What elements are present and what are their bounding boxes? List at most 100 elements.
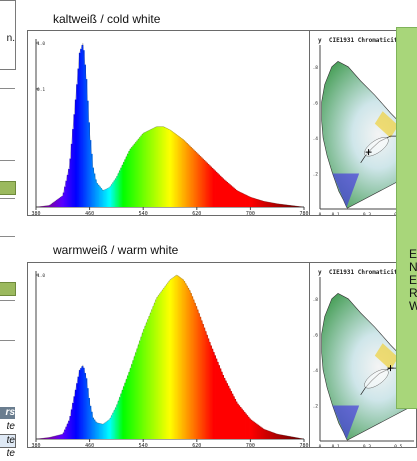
left-blue-row [0,434,16,448]
spectrum-band [69,416,72,439]
spectrum-band [68,420,70,439]
spectrum-band [190,146,192,207]
spectrum-band [294,437,297,439]
spectrum-band [164,127,167,207]
spectrum-band [128,150,131,207]
spectrum-band [147,130,149,207]
spectrum-band [216,361,219,439]
spectrum-band [298,206,301,207]
left-cropped-column: n. rs te te te [0,0,16,461]
spectrum-band [278,434,281,439]
x-tick-label: 700 [246,211,255,216]
spectrum-band [40,438,42,439]
spectrum-band [289,436,291,439]
spectrum-band [273,203,275,207]
spectrum-band [65,180,68,207]
spectrum-band [76,383,78,439]
spectrum-band [77,68,80,207]
spectrum-band [48,205,50,207]
spectrum-band [62,192,65,207]
spectrum-band [107,188,109,207]
spectrum-band [53,436,56,439]
spectrum-band [167,128,170,207]
spectrum-band [100,188,103,207]
spectrum-band [198,313,200,439]
spectrum-band [287,205,290,207]
spectrum-band [94,179,97,207]
y-tick-label: 1.0 [37,273,45,279]
spectrum-band [40,206,42,207]
spectrum-band [253,421,255,439]
spectrum-band [132,360,135,439]
spectrum-band [72,402,74,439]
spectrum-band [199,316,202,439]
yellow-region [374,111,399,138]
spectrum-band [297,206,300,207]
spectrum-band [250,419,253,439]
spectrum-band [46,437,49,439]
spectrum-band [212,169,215,207]
spectrum-band [214,355,216,439]
spectrum-band [263,201,266,207]
spectrum-band [84,373,86,439]
spectrum-band [77,376,80,439]
spectrum-band [294,205,297,207]
spectrum-band [81,366,84,439]
spectrum-band [188,290,191,439]
spectrum-band [90,411,93,439]
cie-x-tick-label: 0.3 [363,444,371,448]
spectrum-band [88,122,90,207]
spectrum-band [278,203,281,207]
spectrum-band [194,150,196,207]
spectrum-band [139,137,141,207]
spectrum-band [232,396,235,439]
spectrum-band [74,99,77,207]
spectrum-band [179,277,182,439]
spectrum-band [250,197,253,207]
spectrum-band [151,128,153,207]
spectrum-band [254,422,257,439]
spectrum-band [228,388,231,439]
x-tick-label: 620 [192,211,201,216]
spectrum-band [180,138,183,207]
spectrum-band [153,127,156,207]
spectrum-band [246,415,249,439]
spectrum-band [163,126,166,207]
y-tick-label: 0.1 [37,87,45,93]
spectrum-band [207,164,210,207]
spectrum-band [265,429,267,439]
spectrum-band [124,159,127,207]
spectrum-band [66,174,69,207]
left-divider [0,198,15,199]
spectrum-band [152,128,155,207]
spectrum-band [140,336,143,439]
yellow-region [374,343,399,370]
spectrum-band [80,368,82,439]
blue-region [332,405,360,440]
spectrum-band [156,126,159,207]
cold-white-spectrum-chart: 0.1 1.0 380 460 540 620 700 780 [31,39,309,216]
spectrum-band [132,145,135,207]
spectrum-band [70,143,73,207]
spectrum-band [92,417,95,439]
cold-white-figure: 0.1 1.0 380 460 540 620 700 780 .8 .6 .4 .2 0 0.1 0.3… [27,30,417,216]
left-top-text: n. [6,33,15,44]
spectrum-band [293,205,296,207]
spectrum-band [50,203,53,207]
spectrum-band [186,143,188,207]
spectrum-band [123,162,125,207]
spectrum-band [128,371,131,439]
spectrum-band [219,368,222,439]
spectrum-band [143,132,145,207]
spectrum-band [160,291,163,439]
spectrum-band [175,275,178,439]
x-tick-label: 540 [139,443,148,448]
spectrum-band [58,197,61,207]
spectrum-band [144,325,147,439]
spectrum-band [174,276,176,439]
spectrum-band [245,413,247,439]
side-info-letter: W [409,299,417,313]
spectrum-band [141,332,144,439]
spectrum-band [133,356,136,439]
spectrum-band [155,126,157,207]
